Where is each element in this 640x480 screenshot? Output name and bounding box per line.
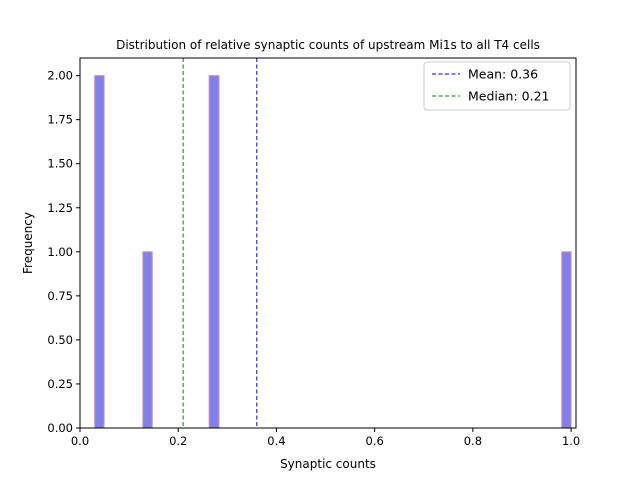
histogram-bar-4	[561, 251, 572, 429]
legend-mean-label: Mean: 0.36	[468, 67, 538, 82]
y-tick-label: 1.75	[47, 113, 73, 127]
y-tick-label: 0.50	[47, 333, 73, 347]
x-axis-ticks: 0.0 0.2 0.4 0.6 0.8 1.0	[71, 428, 580, 448]
x-tick-label: 0.8	[464, 434, 482, 448]
legend-median-label: Median: 0.21	[468, 89, 549, 104]
reference-lines-layer	[182, 58, 258, 428]
y-axis-ticks: 0.00 0.25 0.50 0.75 1.00 1.25 1.50 1.75 2.00	[47, 69, 80, 435]
y-tick-label: 0.00	[47, 421, 73, 435]
legend-box	[423, 61, 571, 111]
x-tick-label: 0.0	[71, 434, 89, 448]
histogram-bar-2	[142, 251, 153, 429]
y-axis-label: Frequency	[21, 212, 35, 274]
legend: Mean: 0.36 Median: 0.21	[423, 61, 571, 111]
y-tick-label: 1.50	[47, 157, 73, 171]
histogram-bar-1	[94, 75, 105, 429]
plot-frame	[79, 57, 577, 429]
y-tick-label: 1.25	[47, 201, 73, 215]
y-tick-label: 1.00	[47, 245, 73, 259]
x-axis-label: Synaptic counts	[280, 457, 376, 471]
chart-title: Distribution of relative synaptic counts…	[116, 38, 540, 52]
histogram-bar-3	[208, 75, 220, 429]
y-tick-label: 0.75	[47, 289, 73, 303]
y-tick-label: 2.00	[47, 69, 73, 83]
y-tick-label: 0.25	[47, 377, 73, 391]
x-tick-label: 0.6	[366, 434, 384, 448]
x-tick-label: 0.4	[267, 434, 285, 448]
x-tick-label: 1.0	[562, 434, 580, 448]
x-tick-label: 0.2	[169, 434, 187, 448]
